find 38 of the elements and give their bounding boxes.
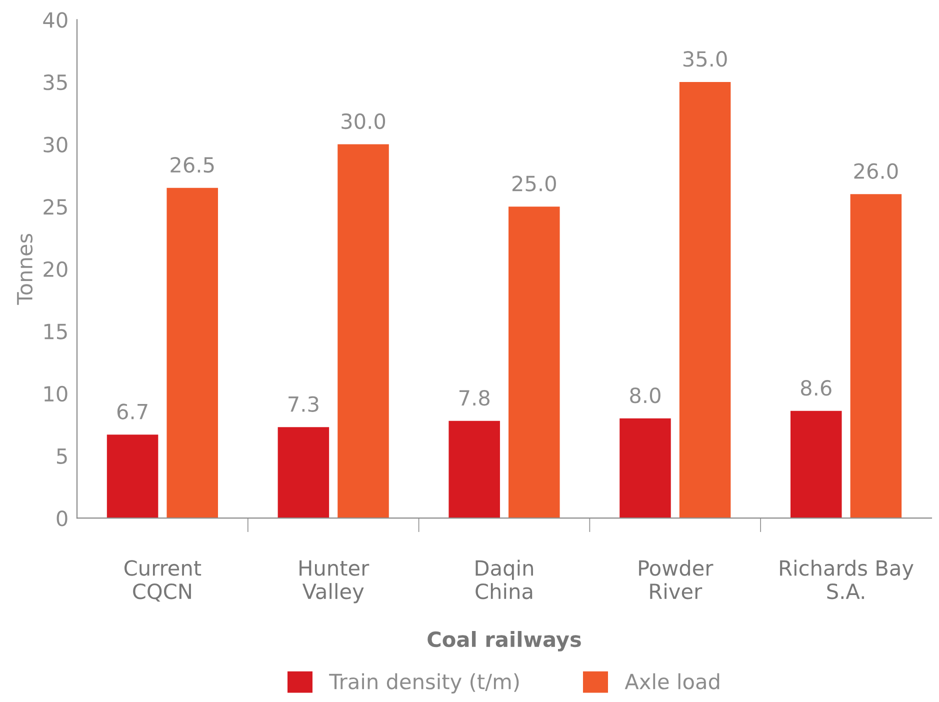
bar xyxy=(620,418,671,518)
x-tick-label: Powder River xyxy=(639,560,714,600)
data-label: 25.0 xyxy=(512,176,556,192)
y-tick-label: 30 xyxy=(44,136,68,152)
data-label: 8.0 xyxy=(630,387,660,404)
bar xyxy=(338,144,389,518)
y-tick-label: 35 xyxy=(44,74,67,90)
x-tick-label: Richards Bay S.A. xyxy=(780,560,914,600)
y-tick-label: 20 xyxy=(44,261,68,278)
bar xyxy=(166,188,218,518)
data-label: 7.3 xyxy=(288,396,318,412)
y-tick-label: 40 xyxy=(43,12,68,28)
x-tick-label: Current CQCN xyxy=(124,560,202,602)
bar xyxy=(508,206,560,518)
y-tick-label: 0 xyxy=(56,510,68,526)
data-label: 26.0 xyxy=(854,163,898,179)
y-axis-title: Tonnes xyxy=(17,234,33,305)
bar xyxy=(106,434,158,518)
bar xyxy=(790,410,842,518)
y-tick-label: 15 xyxy=(44,324,67,340)
bar xyxy=(448,420,500,518)
data-label: 30.0 xyxy=(342,113,386,130)
legend-label: Train density (t/m) xyxy=(329,673,519,694)
y-tick-label: 25 xyxy=(44,199,67,215)
x-axis-title: Coal railways xyxy=(428,631,581,652)
legend-label: Axle load xyxy=(624,673,720,690)
data-label: 26.5 xyxy=(170,156,214,173)
data-label: 6.7 xyxy=(117,404,148,420)
data-label: 35.0 xyxy=(683,51,727,67)
data-label: 7.8 xyxy=(459,390,490,406)
x-tick-label: Hunter Valley xyxy=(300,560,370,604)
bar xyxy=(278,427,330,518)
y-tick-label: 5 xyxy=(57,448,67,464)
bar xyxy=(850,194,902,518)
y-tick-label: 10 xyxy=(44,386,68,402)
x-tick-label: Daqin China xyxy=(476,560,533,600)
bar xyxy=(679,82,731,518)
data-label: 8.6 xyxy=(800,380,832,396)
